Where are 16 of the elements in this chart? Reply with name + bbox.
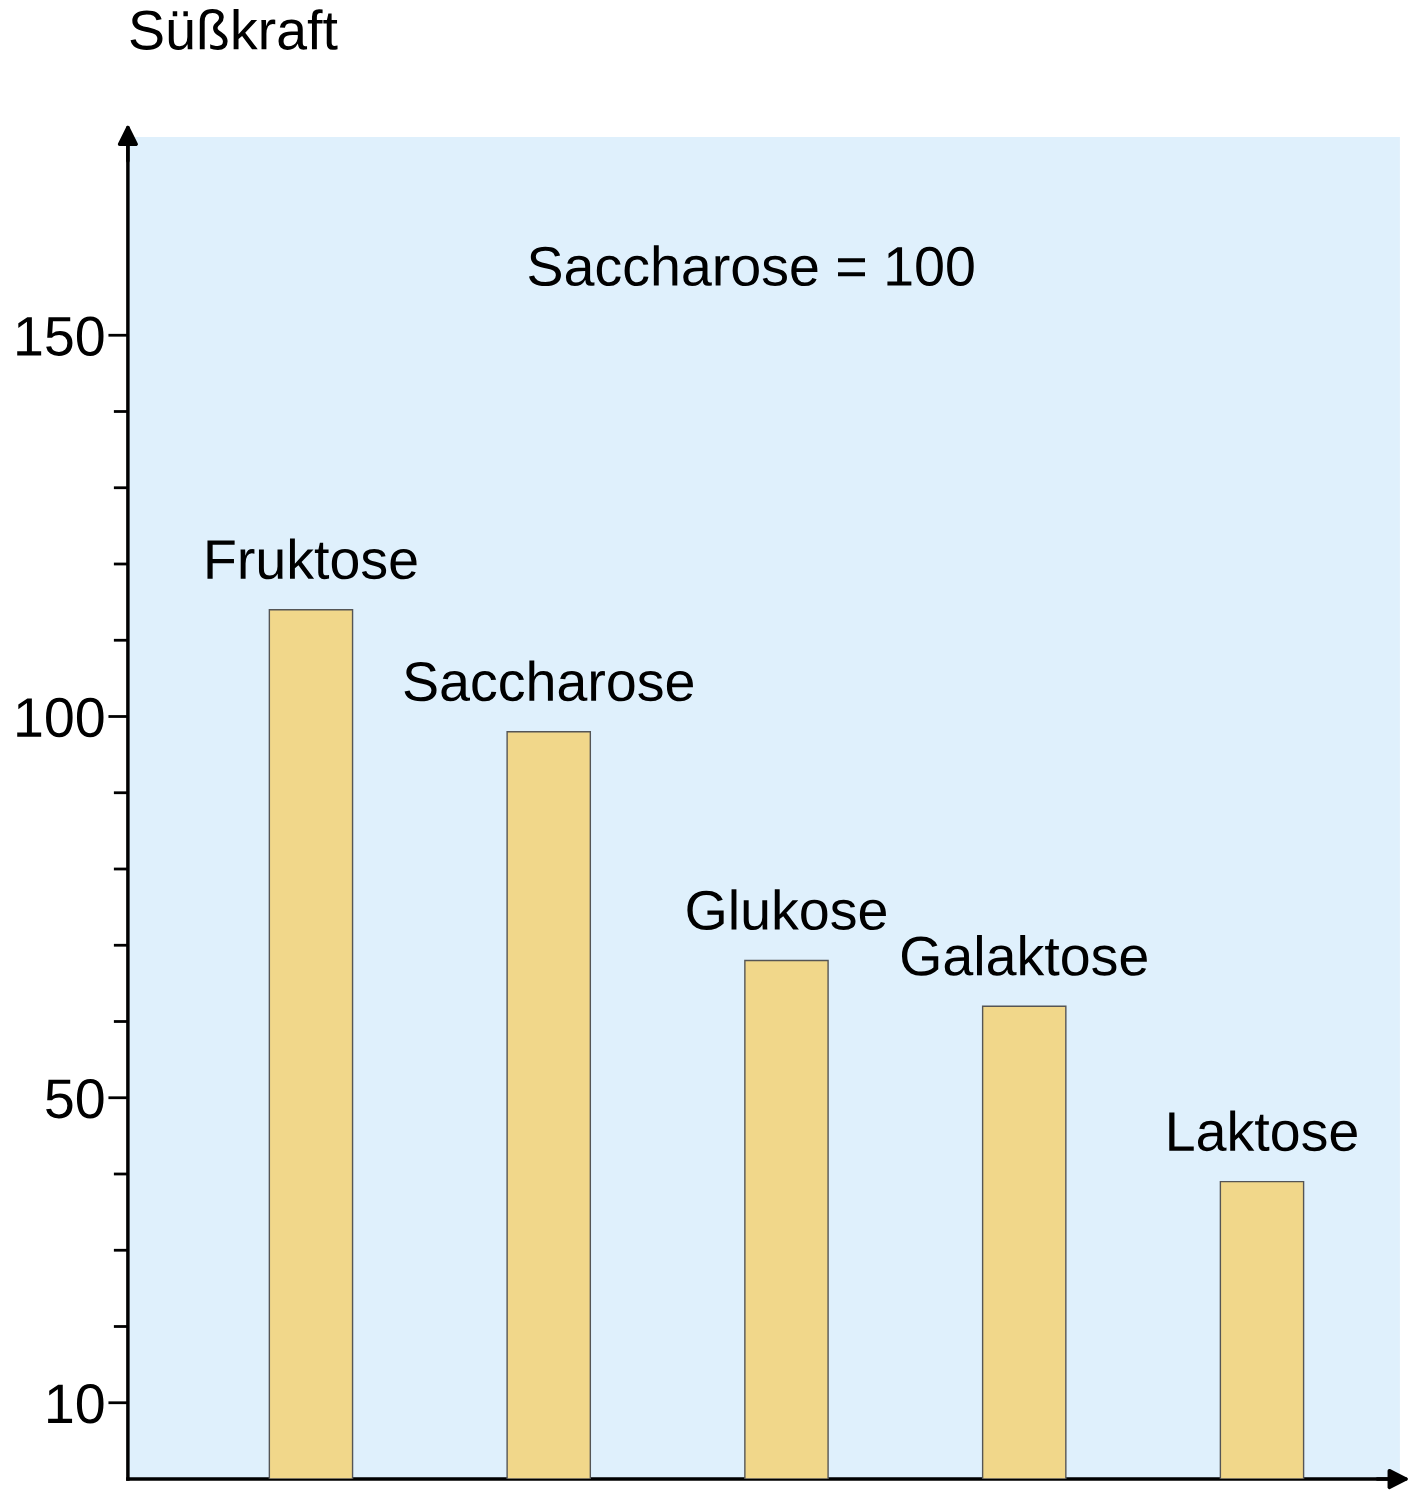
y-tick-label: 100 xyxy=(17,697,104,738)
bar xyxy=(268,609,354,1479)
x-tick-label: Saccharose xyxy=(404,660,693,702)
bar xyxy=(744,959,829,1479)
annotation: Saccharose = 100 xyxy=(529,245,974,287)
bar xyxy=(981,1005,1067,1479)
x-tick-label: Laktose xyxy=(1169,1110,1357,1152)
bar xyxy=(506,731,592,1479)
x-tick-label: Galaktose xyxy=(901,935,1147,976)
y-axis-title: Süßkraft xyxy=(130,9,338,50)
x-tick-label: Glukose xyxy=(687,889,886,931)
y-tick-label: 10 xyxy=(48,1384,104,1424)
y-tick-label: 150 xyxy=(17,316,104,356)
bar xyxy=(1219,1180,1305,1479)
y-tick-label: 50 xyxy=(46,1079,104,1119)
x-tick-label: Fruktose xyxy=(207,538,417,580)
